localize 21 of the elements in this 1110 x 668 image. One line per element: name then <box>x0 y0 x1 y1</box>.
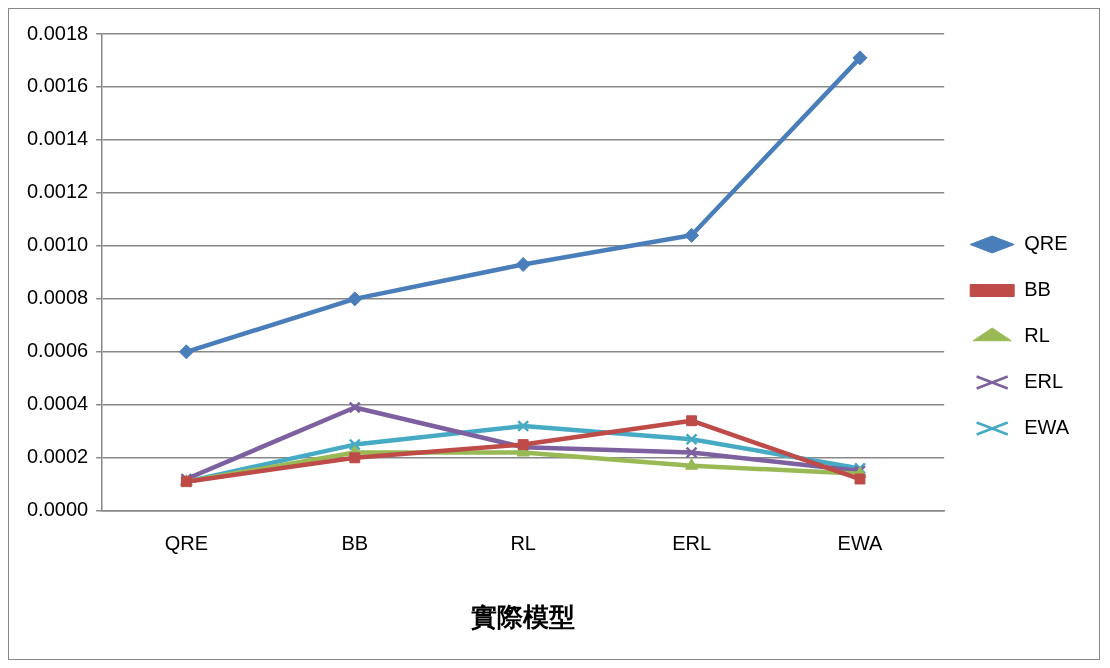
x-tick-label: QRE <box>164 532 209 555</box>
y-tick-label: 0.0006 <box>27 339 89 362</box>
y-tick-label: 0.0014 <box>27 127 89 150</box>
legend-label: ERL <box>1024 370 1064 393</box>
y-tick-label: 0.0002 <box>27 445 89 468</box>
x-tick-label: BB <box>341 532 369 555</box>
legend-label: RL <box>1024 324 1050 347</box>
y-tick-label: 0.0010 <box>27 233 89 256</box>
legend-label: EWA <box>1024 416 1070 439</box>
x-tick-label: ERL <box>672 532 712 555</box>
x-tick-label: RL <box>510 532 536 555</box>
y-tick-label: 0.0004 <box>27 392 89 415</box>
y-tick-label: 0.0008 <box>27 286 89 309</box>
legend-label: QRE <box>1024 232 1068 255</box>
x-tick-label: EWA <box>837 532 884 555</box>
y-tick-label: 0.0012 <box>27 180 89 203</box>
x-axis-title: 實際模型 <box>471 602 576 633</box>
y-tick-label: 0.0018 <box>27 21 89 44</box>
y-tick-label: 0.0016 <box>27 74 89 97</box>
y-tick-label: 0.0000 <box>27 498 89 521</box>
legend-label: BB <box>1024 278 1051 301</box>
